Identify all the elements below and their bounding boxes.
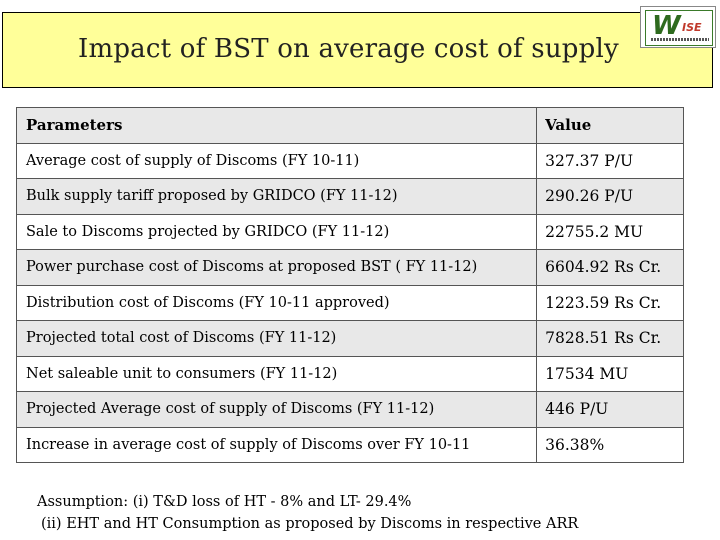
parameter-cell: Sale to Discoms projected by GRIDCO (FY … — [15, 213, 538, 250]
table-header-row: Parameters Value — [15, 107, 684, 144]
parameters-table: Parameters Value Average cost of supply … — [15, 107, 684, 463]
table-row: Projected total cost of Discoms (FY 11-1… — [15, 320, 684, 357]
header-parameters: Parameters — [15, 107, 538, 144]
assumption-line-2: (ii) EHT and HT Consumption as proposed … — [41, 516, 579, 532]
header-value: Value — [536, 107, 684, 144]
assumption-line-1: Assumption: (i) T&D loss of HT - 8% and … — [37, 494, 412, 510]
value-cell: 290.26 P/U — [536, 178, 684, 215]
value-cell: 7828.51 Rs Cr. — [536, 320, 684, 357]
logo-letter: W — [652, 11, 681, 41]
logo-frame: W ISE — [645, 10, 713, 46]
assumption-note: Assumption: (i) T&D loss of HT - 8% and … — [37, 491, 578, 535]
value-cell: 327.37 P/U — [536, 142, 684, 179]
parameter-cell: Power purchase cost of Discoms at propos… — [15, 249, 538, 286]
parameter-cell: Projected total cost of Discoms (FY 11-1… — [15, 320, 538, 357]
table-row: Average cost of supply of Discoms (FY 10… — [15, 142, 684, 179]
table-row: Sale to Discoms projected by GRIDCO (FY … — [15, 213, 684, 250]
page-title: Impact of BST on average cost of supply — [78, 34, 619, 64]
title-banner — [2, 12, 713, 88]
logo-accent-text: ISE — [682, 21, 702, 34]
value-cell: 1223.59 Rs Cr. — [536, 284, 684, 321]
value-cell: 36.38% — [536, 426, 684, 463]
table-row: Net saleable unit to consumers (FY 11-12… — [15, 355, 684, 392]
parameter-cell: Average cost of supply of Discoms (FY 10… — [15, 142, 538, 179]
parameter-cell: Bulk supply tariff proposed by GRIDCO (F… — [15, 178, 538, 215]
wise-logo-icon: W ISE — [640, 6, 716, 48]
parameter-cell: Net saleable unit to consumers (FY 11-12… — [15, 355, 538, 392]
table-row: Projected Average cost of supply of Disc… — [15, 391, 684, 428]
parameter-cell: Increase in average cost of supply of Di… — [15, 426, 538, 463]
parameter-cell: Distribution cost of Discoms (FY 10-11 a… — [15, 284, 538, 321]
logo-tagline-strip — [651, 38, 709, 41]
table-row: Bulk supply tariff proposed by GRIDCO (F… — [15, 178, 684, 215]
value-cell: 6604.92 Rs Cr. — [536, 249, 684, 286]
table-row: Distribution cost of Discoms (FY 10-11 a… — [15, 284, 684, 321]
value-cell: 446 P/U — [536, 391, 684, 428]
table-row: Power purchase cost of Discoms at propos… — [15, 249, 684, 286]
value-cell: 22755.2 MU — [536, 213, 684, 250]
parameter-cell: Projected Average cost of supply of Disc… — [15, 391, 538, 428]
value-cell: 17534 MU — [536, 355, 684, 392]
table-row: Increase in average cost of supply of Di… — [15, 426, 684, 463]
